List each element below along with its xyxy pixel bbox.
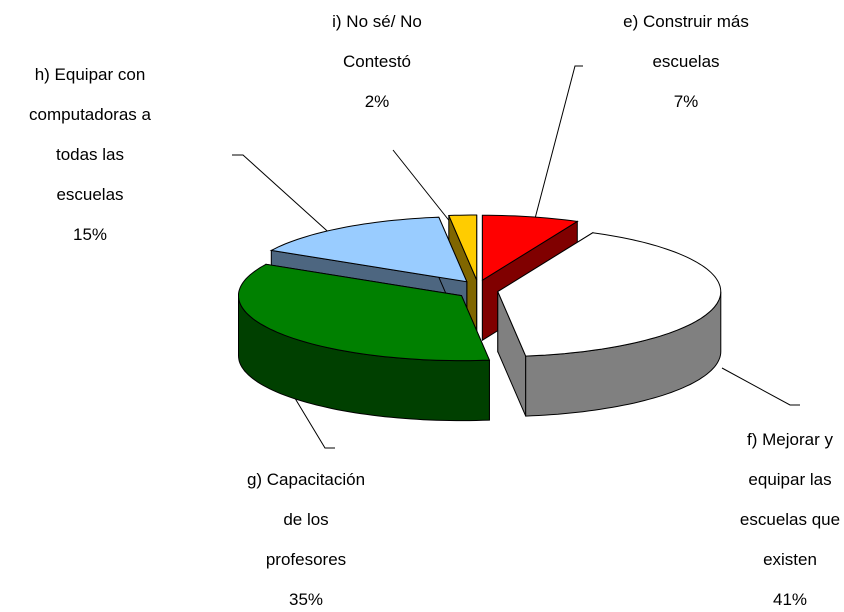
slice-label: f) Mejorar y equipar las escuelas que ex…: [695, 420, 844, 612]
slice-label: e) Construir más escuelas 7%: [596, 2, 776, 122]
value-label: 7%: [673, 92, 699, 111]
leader-line: [531, 65, 583, 231]
leader-line: [721, 367, 800, 406]
leader-line: [392, 149, 456, 229]
value-label: 15%: [72, 225, 108, 244]
slice: [497, 232, 722, 357]
category-label: g) Capacitación de los profesores: [246, 470, 366, 569]
slice-label: g) Capacitación de los profesores 35%: [216, 460, 396, 612]
slice: [238, 263, 491, 362]
category-label: f) Mejorar y equipar las escuelas que ex…: [739, 430, 841, 569]
slice-label: i) No sé/ No Contestó 2%: [287, 2, 467, 122]
leader-lines: [232, 65, 800, 449]
slice: [269, 216, 468, 283]
category-label: h) Equipar con computadoras a todas las …: [29, 65, 151, 204]
value-label: 35%: [288, 590, 324, 609]
leader-line: [289, 389, 335, 449]
value-label: 41%: [772, 590, 808, 609]
value-label: 2%: [364, 92, 390, 111]
category-label: i) No sé/ No Contestó: [332, 12, 422, 71]
category-label: e) Construir más escuelas: [623, 12, 749, 71]
slice-label: h) Equipar con computadoras a todas las …: [0, 55, 180, 255]
leader-line: [232, 154, 336, 239]
slice: [448, 214, 478, 281]
slice: [481, 214, 579, 282]
